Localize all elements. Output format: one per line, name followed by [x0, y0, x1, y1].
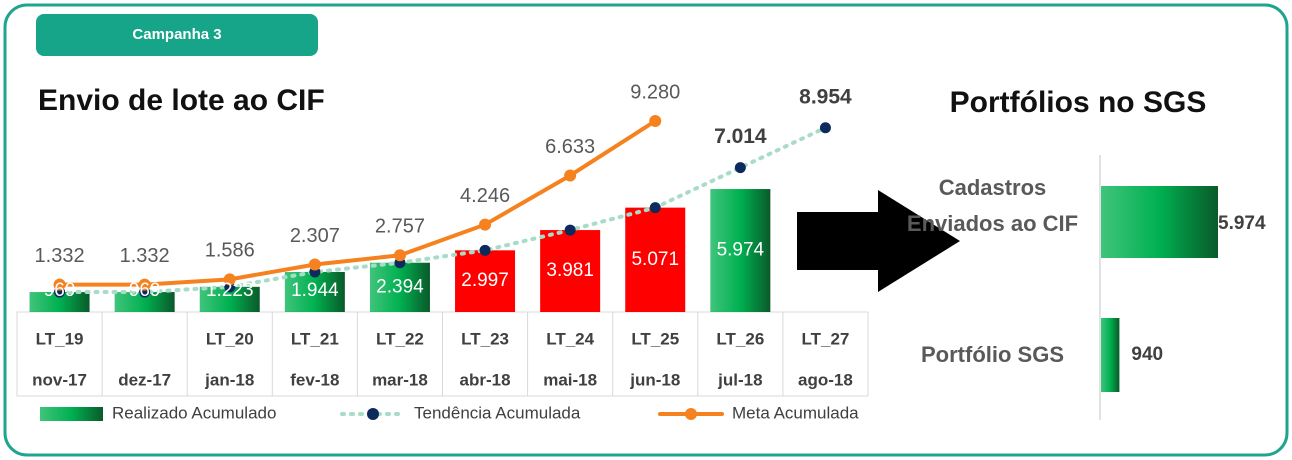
lot-label: LT_26	[716, 329, 764, 348]
bar-label: 969	[129, 280, 161, 301]
marker	[308, 258, 321, 271]
lot-label: LT_24	[546, 329, 594, 348]
bar-label: 1.223	[206, 280, 254, 301]
x-tick-label: mai-18	[543, 370, 597, 389]
x-tick-label: ago-18	[798, 370, 853, 389]
badge	[36, 14, 318, 56]
x-tick-label: dez-17	[118, 370, 171, 389]
target-label: 9.280	[630, 81, 680, 103]
bar	[114, 292, 175, 312]
x-tick-label: jun-18	[629, 370, 680, 389]
category-label: Portfólio SGS	[921, 342, 1064, 367]
x-tick-label: jul-18	[717, 370, 762, 389]
target-label: 1.586	[205, 240, 255, 262]
lot-label: LT_21	[291, 329, 339, 348]
marker	[564, 169, 577, 182]
target-label: 6.633	[545, 136, 595, 158]
legend-label: Meta Acumulada	[732, 403, 859, 422]
bar	[710, 189, 771, 312]
bar-label: 5.974	[1218, 213, 1266, 234]
x-tick-label: mar-18	[372, 370, 428, 389]
arrow	[797, 190, 960, 292]
lot-label: LT_19	[36, 329, 84, 348]
marker	[649, 115, 662, 127]
marker	[479, 218, 492, 231]
bar	[369, 262, 430, 312]
bar	[1101, 318, 1120, 392]
x-tick-label: fev-18	[290, 370, 339, 389]
marker	[53, 278, 66, 291]
bar	[284, 271, 345, 312]
trend-line	[57, 125, 828, 295]
bar	[625, 207, 686, 312]
trend-label: 7.014	[714, 125, 767, 148]
x-tick-label: nov-17	[32, 370, 87, 389]
chart-title: Envio de lote ao CIF	[38, 84, 325, 117]
legend-label: Tendência Acumulada	[414, 403, 581, 422]
bar-label: 1.944	[291, 280, 339, 301]
bar-label: 3.981	[546, 260, 594, 281]
marker	[479, 244, 491, 256]
bar-label: 940	[1131, 344, 1163, 365]
bar-label: 5.071	[631, 249, 679, 270]
target-label: 4.246	[460, 185, 510, 207]
target-label: 1.332	[35, 245, 85, 267]
lot-label: LT_23	[461, 329, 509, 348]
trend-label: 8.954	[799, 85, 852, 108]
bar-label: 2.394	[376, 276, 424, 297]
target-label: 1.332	[120, 245, 170, 267]
marker	[564, 224, 576, 236]
marker	[223, 273, 236, 286]
category-label: Cadastros Enviados ao CIF	[906, 175, 1079, 236]
bar	[1101, 186, 1218, 258]
lot-label: LT_25	[631, 329, 679, 348]
legend-marker	[367, 408, 379, 420]
x-tick-label: abr-18	[460, 370, 511, 389]
bar	[540, 230, 601, 312]
lot-label: LT_20	[206, 329, 254, 348]
bar-label: 2.997	[461, 270, 509, 291]
bar-label: 969	[44, 280, 76, 301]
marker	[734, 162, 746, 174]
bar-label: 5.974	[717, 240, 765, 261]
lot-label: LT_22	[376, 329, 424, 348]
bar	[29, 292, 90, 312]
lot-label: LT_27	[802, 329, 850, 348]
target-label: 2.757	[375, 216, 425, 238]
marker	[819, 122, 831, 134]
legend-marker	[685, 408, 697, 420]
marker	[649, 202, 661, 214]
x-tick-label: jan-18	[204, 370, 254, 389]
bar	[455, 250, 516, 312]
legend-swatch	[40, 407, 103, 421]
legend-label: Realizado Acumulado	[112, 403, 276, 422]
marker	[138, 278, 151, 291]
chart-title: Portfólios no SGS	[950, 86, 1207, 119]
badge-text: Campanha 3	[132, 26, 221, 43]
target-label: 2.307	[290, 225, 340, 247]
marker	[393, 249, 406, 262]
target-line	[57, 119, 658, 287]
